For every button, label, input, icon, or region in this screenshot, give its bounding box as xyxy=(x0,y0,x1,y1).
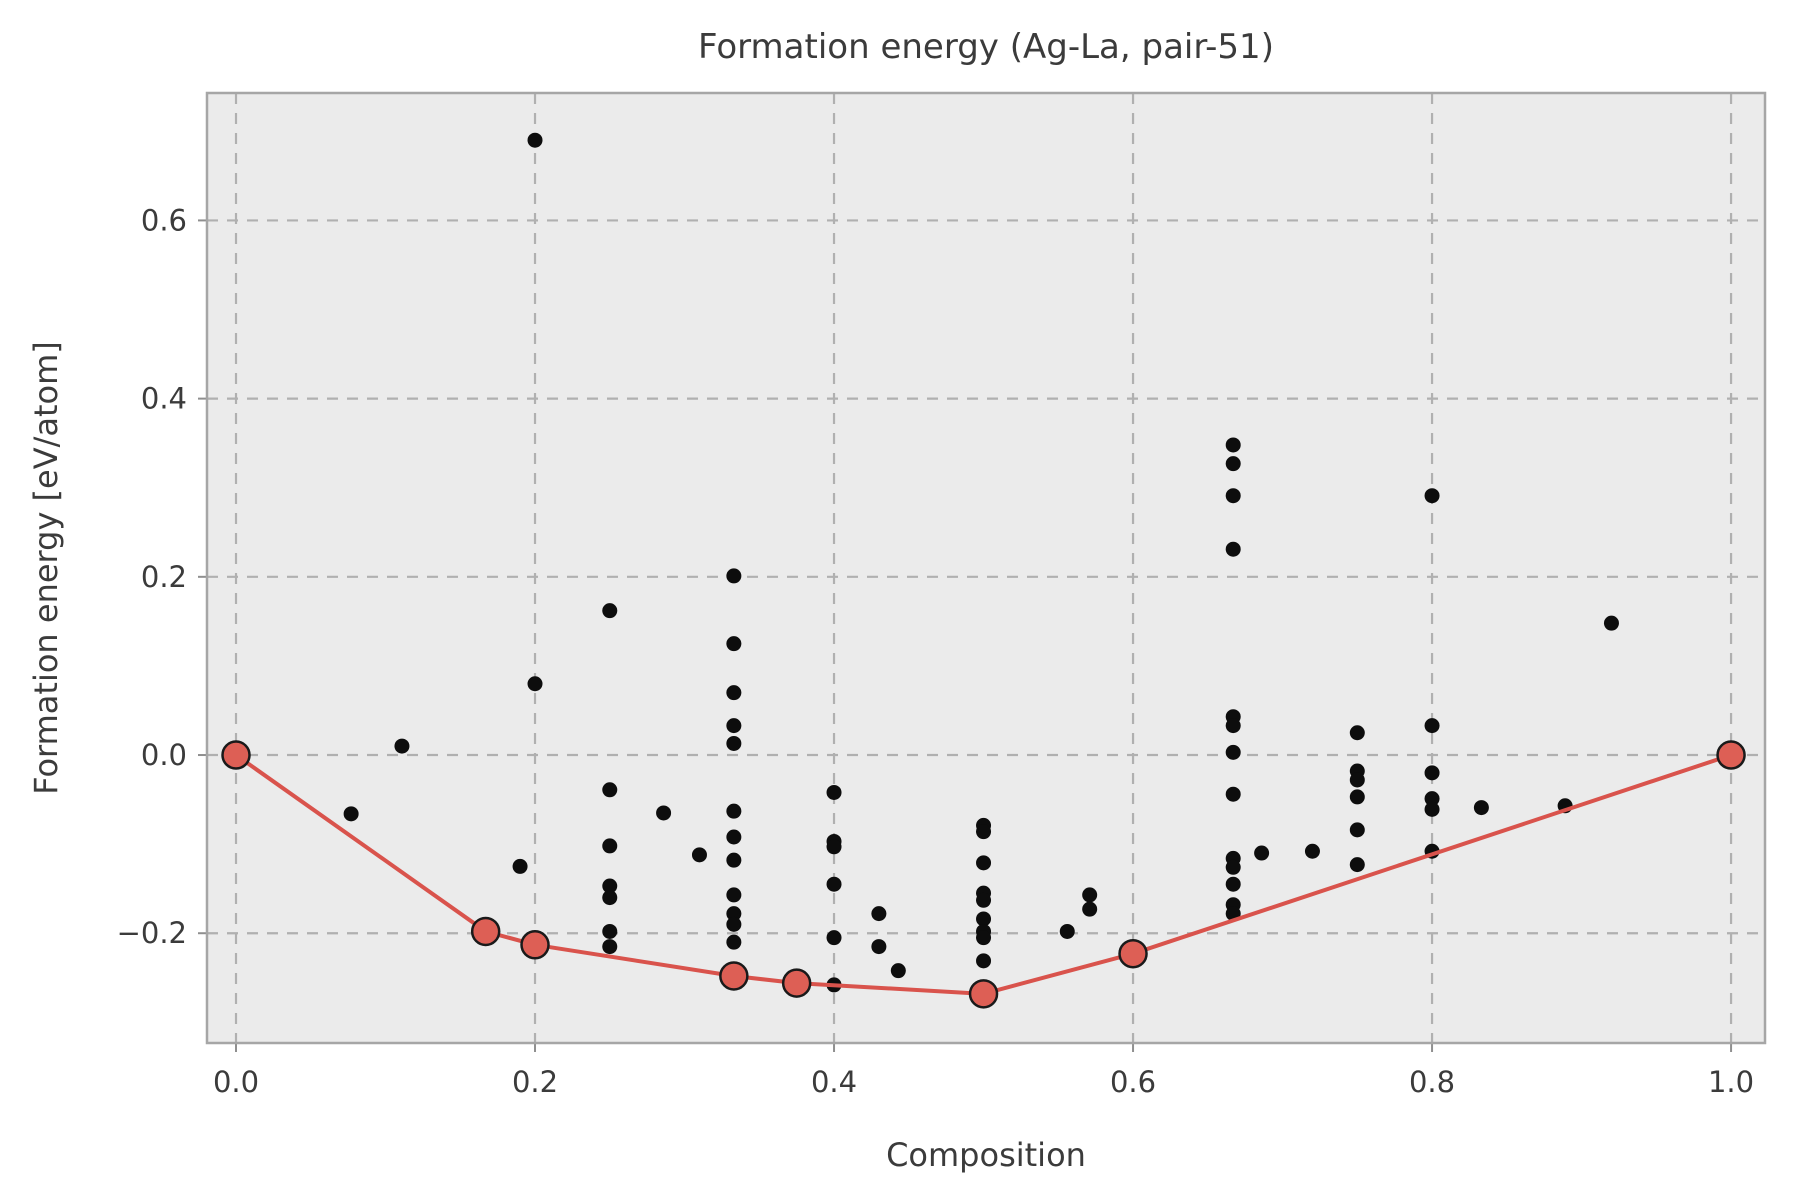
scatter-point xyxy=(1349,772,1365,788)
scatter-point xyxy=(1349,725,1365,741)
scatter-point xyxy=(394,738,410,754)
scatter-point xyxy=(976,824,992,840)
scatter-point xyxy=(602,923,618,939)
scatter-point xyxy=(691,847,707,863)
scatter-point xyxy=(1225,437,1241,453)
scatter-point xyxy=(890,963,906,979)
scatter-point xyxy=(602,838,618,854)
scatter-point xyxy=(726,735,742,751)
chart-title: Formation energy (Ag-La, pair-51) xyxy=(698,27,1274,67)
x-tick-label: 0.2 xyxy=(512,1065,558,1099)
scatter-point xyxy=(726,568,742,584)
scatter-point xyxy=(1225,786,1241,802)
y-axis-label: Formation energy [eV/atom] xyxy=(27,341,65,795)
y-tick-label: 0.0 xyxy=(141,738,187,772)
x-tick-label: 0.4 xyxy=(811,1065,857,1099)
hull-point xyxy=(719,961,749,991)
scatter-point xyxy=(1225,541,1241,557)
scatter-point xyxy=(1304,843,1320,859)
scatter-point xyxy=(826,784,842,800)
x-axis-label: Composition xyxy=(886,1136,1086,1174)
hull-point xyxy=(781,968,812,998)
scatter-point xyxy=(726,852,742,868)
scatter-point xyxy=(602,603,618,619)
hull-point xyxy=(520,930,550,960)
scatter-point xyxy=(976,911,992,927)
scatter-point xyxy=(726,803,742,819)
hull-point xyxy=(968,979,999,1009)
scatter-point xyxy=(976,953,992,969)
scatter-point xyxy=(1424,488,1440,504)
scatter-point xyxy=(656,805,672,821)
scatter-point xyxy=(1349,789,1365,805)
scatter-point xyxy=(602,939,618,955)
hull-point xyxy=(1716,740,1746,770)
scatter-point xyxy=(726,685,742,701)
scatter-point xyxy=(1082,887,1098,903)
y-tick-label: 0.2 xyxy=(141,560,187,594)
scatter-point xyxy=(602,782,618,798)
scatter-point xyxy=(1082,901,1098,917)
scatter-point xyxy=(1349,857,1365,873)
scatter-point xyxy=(726,636,742,652)
scatter-point xyxy=(527,132,543,148)
scatter-point xyxy=(976,855,992,871)
scatter-point xyxy=(871,906,887,922)
scatter-point xyxy=(1059,923,1075,939)
scatter-point xyxy=(1225,859,1241,875)
x-tick-label: 0.6 xyxy=(1110,1065,1156,1099)
scatter-point xyxy=(1603,615,1619,631)
scatter-point xyxy=(1225,744,1241,760)
scatter-point xyxy=(1225,488,1241,504)
hull-point xyxy=(221,740,251,770)
scatter-point xyxy=(1225,456,1241,472)
x-tick-label: 1.0 xyxy=(1708,1065,1754,1099)
scatter-point xyxy=(1424,718,1440,734)
scatter-point xyxy=(1424,801,1440,817)
x-tick-label: 0.8 xyxy=(1409,1065,1455,1099)
scatter-point xyxy=(343,806,359,822)
scatter-point xyxy=(726,829,742,845)
scatter-point xyxy=(826,839,842,855)
scatter-point xyxy=(726,718,742,734)
scatter-point xyxy=(512,858,528,874)
plot-area xyxy=(207,93,1765,1043)
scatter-point xyxy=(527,676,543,692)
scatter-point xyxy=(826,930,842,946)
x-tick-label: 0.0 xyxy=(213,1065,259,1099)
y-tick-label: 0.6 xyxy=(141,203,187,237)
scatter-point xyxy=(1473,800,1489,816)
scatter-point xyxy=(726,934,742,950)
scatter-point xyxy=(871,939,887,955)
y-tick-label: 0.4 xyxy=(141,382,187,416)
scatter-point xyxy=(1254,845,1270,861)
scatter-point xyxy=(1225,718,1241,734)
plot-border xyxy=(205,91,1767,1045)
hull-point xyxy=(1118,938,1148,969)
hull-point xyxy=(470,916,501,947)
scatter-point xyxy=(602,878,618,894)
scatter-point xyxy=(726,887,742,903)
scatter-point xyxy=(826,876,842,892)
scatter-point xyxy=(976,930,992,946)
scatter-point xyxy=(602,890,618,906)
scatter-point xyxy=(1424,765,1440,781)
scatter-point xyxy=(1225,876,1241,892)
y-tick-label: −0.2 xyxy=(117,916,187,950)
scatter-point xyxy=(726,906,742,922)
scatter-point xyxy=(1424,791,1440,807)
scatter-point xyxy=(1349,822,1365,838)
scatter-point xyxy=(976,892,992,908)
scatter-point xyxy=(726,916,742,932)
